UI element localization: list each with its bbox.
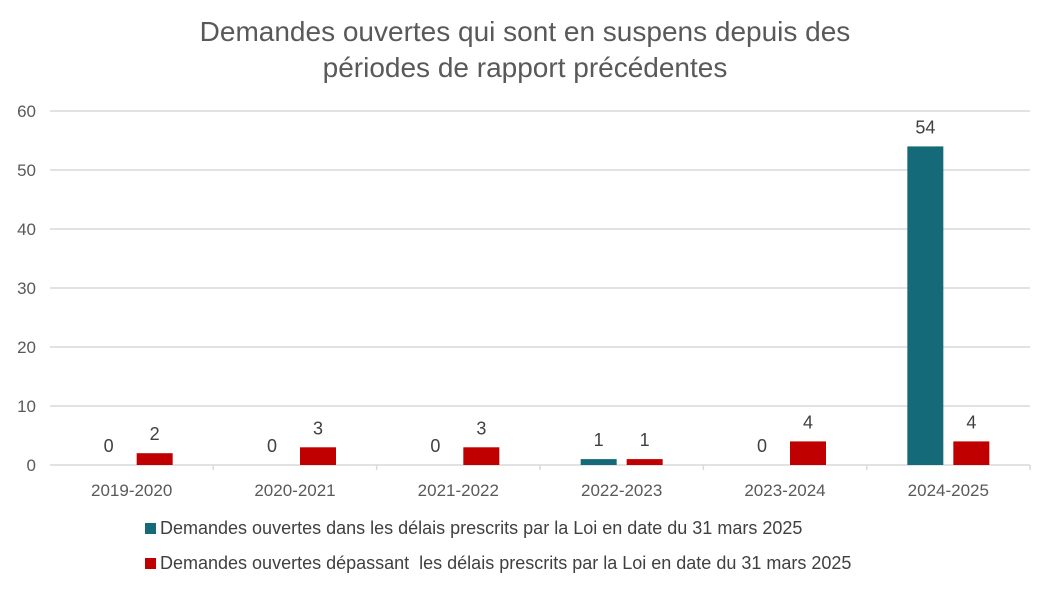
x-tick-label: 2019-2020: [91, 481, 172, 500]
bar-exceeding-deadline: [463, 447, 500, 465]
bar-within-deadline: [907, 146, 944, 465]
x-tick-label: 2024-2025: [908, 481, 989, 500]
bar-exceeding-deadline: [953, 441, 990, 465]
data-label: 0: [430, 436, 440, 456]
legend-label: Demandes ouvertes dans les délais prescr…: [160, 518, 803, 538]
x-tick-label: 2022-2023: [581, 481, 662, 500]
bar-exceeding-deadline: [626, 459, 663, 465]
x-tick-label: 2021-2022: [418, 481, 499, 500]
x-tick-label: 2023-2024: [744, 481, 825, 500]
legend-swatch-red: [145, 558, 156, 569]
data-label: 54: [915, 117, 935, 137]
data-label: 0: [267, 436, 277, 456]
y-tick-label: 0: [27, 456, 36, 475]
y-tick-label: 30: [17, 279, 36, 298]
bar-exceeding-deadline: [300, 447, 336, 465]
chart-title-line-1: Demandes ouvertes qui sont en suspens de…: [199, 16, 851, 47]
data-label: 3: [476, 418, 486, 438]
y-tick-label: 10: [17, 397, 36, 416]
y-tick-label: 50: [17, 161, 36, 180]
legend-swatch-teal: [145, 523, 156, 534]
data-label: 4: [803, 412, 813, 432]
legend-item-within-deadline: Demandes ouvertes dans les délais prescr…: [145, 518, 802, 539]
bar-within-deadline: [580, 459, 617, 465]
chart-title-line-2: périodes de rapport précédentes: [322, 52, 728, 83]
data-label: 0: [757, 436, 767, 456]
y-tick-label: 20: [17, 338, 36, 357]
y-tick-label: 40: [17, 220, 36, 239]
x-tick-label: 2020-2021: [254, 481, 335, 500]
data-label: 1: [594, 430, 604, 450]
data-label: 1: [640, 430, 650, 450]
data-label: 2: [150, 424, 160, 444]
legend-label: Demandes ouvertes dépassant les délais p…: [160, 553, 852, 573]
chart-title: Demandes ouvertes qui sont en suspens de…: [0, 14, 1050, 86]
legend-item-exceeding-deadline: Demandes ouvertes dépassant les délais p…: [145, 553, 851, 574]
data-label: 3: [313, 418, 323, 438]
y-tick-label: 60: [17, 102, 36, 121]
data-label: 4: [966, 412, 976, 432]
bar-exceeding-deadline: [790, 441, 826, 465]
data-label: 0: [104, 436, 114, 456]
bar-exceeding-deadline: [136, 453, 173, 465]
